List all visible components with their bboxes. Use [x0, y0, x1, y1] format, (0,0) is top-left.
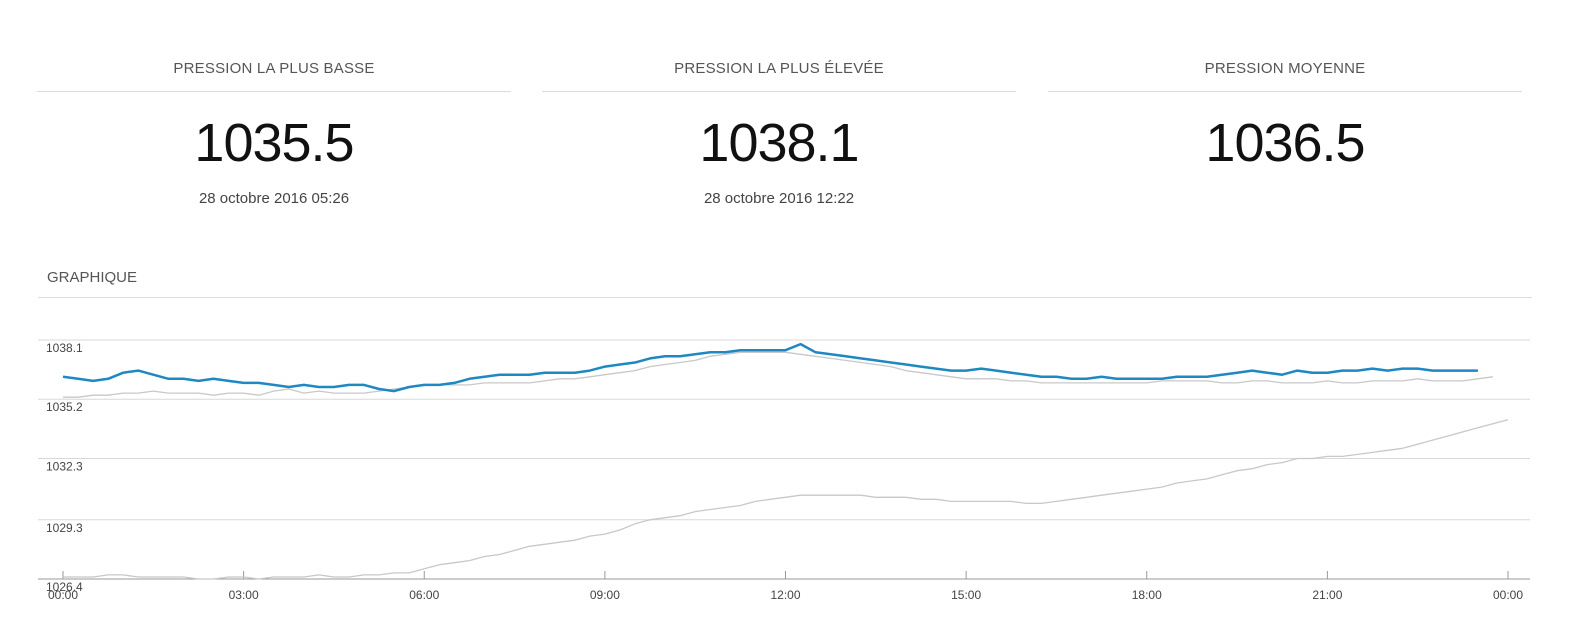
stat-lowest-header: PRESSION LA PLUS BASSE [173, 60, 375, 77]
x-tick-label: 00:00 [48, 588, 78, 602]
y-tick-label: 1035.2 [46, 400, 83, 414]
series-line-0 [62, 342, 1478, 393]
y-tick-label: 1026.4 [46, 580, 83, 594]
x-tick-label: 03:00 [229, 588, 259, 602]
series-line-2 [63, 419, 1509, 580]
y-tick-label: 1029.3 [46, 521, 83, 535]
section-title: GRAPHIQUE [47, 269, 138, 286]
stat-lowest-divider [37, 91, 511, 92]
stat-average-divider [1048, 91, 1522, 92]
y-tick-label: 1032.3 [46, 459, 83, 473]
stat-highest-header: PRESSION LA PLUS ÉLEVÉE [674, 60, 884, 77]
stat-lowest-value: 1035.5 [194, 113, 354, 173]
section-divider [38, 297, 1532, 298]
x-tick-label: 21:00 [1312, 588, 1342, 602]
x-tick-label: 06:00 [409, 588, 439, 602]
stat-average-value: 1036.5 [1205, 113, 1365, 173]
stat-highest-divider [542, 91, 1016, 92]
stat-lowest-date: 28 octobre 2016 05:26 [198, 190, 350, 207]
stat-highest-value: 1038.1 [699, 113, 859, 173]
x-tick-label: 18:00 [1132, 588, 1162, 602]
x-tick-label: 09:00 [590, 588, 620, 602]
x-tick-label: 00:00 [1493, 588, 1523, 602]
stat-average-header: PRESSION MOYENNE [1204, 60, 1366, 77]
stat-highest-date: 28 octobre 2016 12:22 [703, 190, 855, 207]
x-tick-label: 12:00 [770, 588, 800, 602]
series-line-1 [63, 351, 1493, 398]
y-tick-label: 1038.1 [46, 341, 83, 355]
x-tick-label: 15:00 [951, 588, 981, 602]
